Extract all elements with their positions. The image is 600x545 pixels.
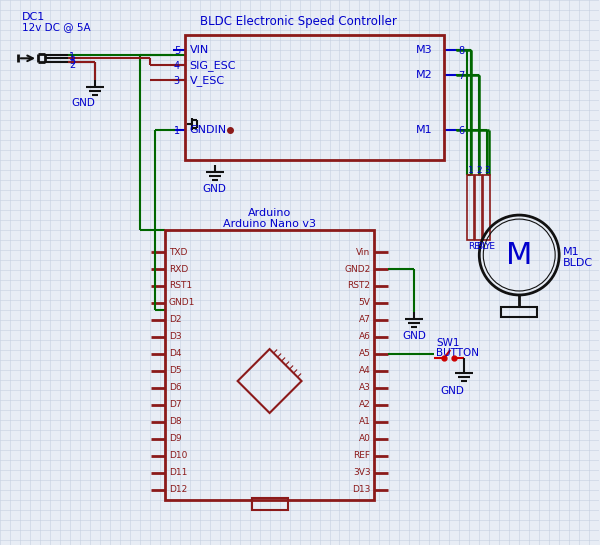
Text: D9: D9	[169, 434, 181, 443]
Bar	[467, 175, 474, 240]
Text: A3: A3	[359, 383, 370, 392]
Text: D12: D12	[169, 485, 187, 494]
Text: D8: D8	[169, 417, 181, 426]
Text: GND1: GND1	[169, 299, 195, 307]
Bar	[251, 498, 287, 510]
Text: A4: A4	[359, 366, 370, 376]
Text: 3: 3	[484, 166, 490, 175]
Text: A2: A2	[359, 400, 370, 409]
Text: BLDC Electronic Speed Controller: BLDC Electronic Speed Controller	[200, 15, 397, 28]
Bar	[165, 230, 374, 500]
Text: 12v DC @ 5A: 12v DC @ 5A	[22, 22, 91, 32]
Text: GND: GND	[203, 184, 227, 194]
Text: M3: M3	[416, 45, 433, 56]
Text: M: M	[506, 240, 532, 270]
Text: 4: 4	[174, 62, 180, 71]
Text: RST1: RST1	[169, 281, 192, 290]
Text: A5: A5	[359, 349, 370, 359]
Text: A7: A7	[359, 316, 370, 324]
Text: Vin: Vin	[356, 247, 370, 257]
Text: RE: RE	[468, 242, 480, 251]
Text: VIN: VIN	[190, 45, 209, 56]
Bar	[501, 307, 537, 317]
Text: A1: A1	[359, 417, 370, 426]
Text: BUTTON: BUTTON	[436, 348, 479, 358]
Bar	[483, 175, 490, 240]
Text: 7: 7	[458, 71, 464, 81]
Text: M1: M1	[563, 247, 580, 257]
Text: RXD: RXD	[169, 264, 188, 274]
Text: TXD: TXD	[169, 247, 187, 257]
Text: 1: 1	[174, 126, 180, 136]
Text: V_ESC: V_ESC	[190, 75, 225, 86]
Text: D6: D6	[169, 383, 181, 392]
Text: BL: BL	[476, 242, 487, 251]
Text: Arduino Nano v3: Arduino Nano v3	[223, 219, 316, 229]
Text: D5: D5	[169, 366, 181, 376]
Text: GNDIN: GNDIN	[190, 125, 227, 135]
Text: D10: D10	[169, 451, 187, 460]
Text: A6: A6	[359, 332, 370, 341]
Text: D13: D13	[352, 485, 370, 494]
Text: 5V: 5V	[359, 299, 370, 307]
Text: A0: A0	[359, 434, 370, 443]
Text: GND2: GND2	[344, 264, 370, 274]
Text: REF: REF	[353, 451, 370, 460]
Bar	[475, 175, 482, 240]
Text: BLDC: BLDC	[563, 258, 593, 268]
Text: D4: D4	[169, 349, 181, 359]
Text: SW1: SW1	[436, 338, 460, 348]
Text: SIG_ESC: SIG_ESC	[190, 60, 236, 71]
Text: 3V3: 3V3	[353, 468, 370, 477]
Text: 1: 1	[69, 52, 75, 62]
Text: 2: 2	[476, 166, 482, 175]
Text: Arduino: Arduino	[248, 208, 291, 218]
Text: 2: 2	[69, 60, 75, 70]
Text: DC1: DC1	[22, 13, 45, 22]
Text: M2: M2	[416, 70, 433, 80]
Text: RST2: RST2	[347, 281, 370, 290]
Text: 5: 5	[174, 46, 180, 56]
Text: 6: 6	[458, 126, 464, 136]
Text: D11: D11	[169, 468, 187, 477]
Text: YE: YE	[484, 242, 495, 251]
Text: M1: M1	[416, 125, 433, 135]
Text: GND: GND	[71, 98, 95, 108]
Text: D7: D7	[169, 400, 181, 409]
Bar	[185, 35, 445, 160]
Text: 3: 3	[174, 76, 180, 86]
Text: D3: D3	[169, 332, 181, 341]
Text: GND: GND	[403, 331, 427, 341]
Text: 8: 8	[458, 46, 464, 56]
Text: GND: GND	[440, 386, 464, 396]
Text: 1: 1	[468, 166, 474, 175]
Text: 3: 3	[69, 56, 75, 66]
Text: D2: D2	[169, 316, 181, 324]
